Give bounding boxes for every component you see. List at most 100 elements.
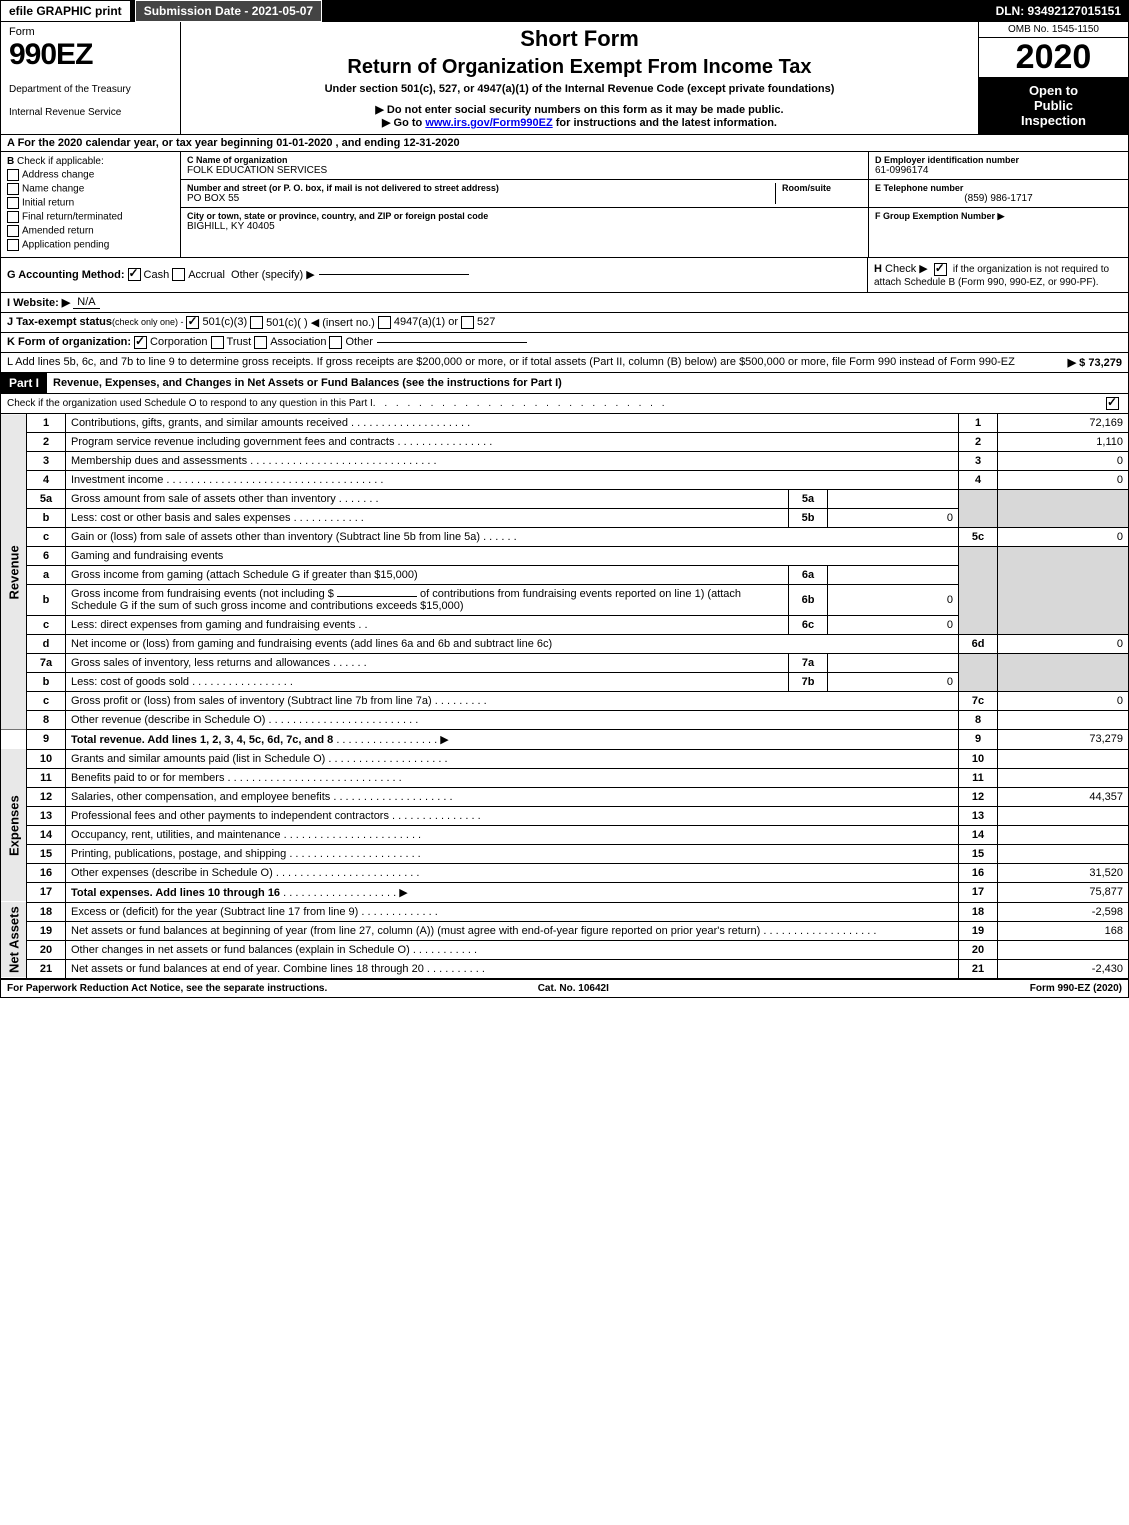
checkbox-other-org[interactable]: [329, 336, 342, 349]
l-text: L Add lines 5b, 6c, and 7b to line 9 to …: [7, 356, 1015, 368]
top-bar: efile GRAPHIC print Submission Date - 20…: [0, 0, 1129, 22]
l7c-val: 0: [998, 691, 1129, 710]
l18-ln: 18: [959, 902, 998, 921]
l6d-num: d: [27, 634, 66, 653]
opt-initial-return: Initial return: [22, 198, 74, 209]
group-exemption-label: F Group Exemption Number ▶: [875, 211, 1122, 222]
checkbox-amended[interactable]: [7, 225, 19, 237]
section-b: B Check if applicable: Address change Na…: [1, 152, 181, 257]
dots: . . . . . . . . . . . . . . . . . . . . …: [273, 867, 420, 879]
city-label: City or town, state or province, country…: [187, 211, 862, 221]
l7b-desc: Less: cost of goods sold: [71, 676, 189, 688]
l7a-sub: 7a: [789, 653, 828, 672]
inspection: Inspection: [983, 113, 1124, 128]
l1-num: 1: [27, 414, 66, 433]
goto-prefix: ▶ Go to: [382, 117, 425, 129]
l5b-desc: Less: cost or other basis and sales expe…: [71, 512, 291, 524]
l18-desc: Excess or (deficit) for the year (Subtra…: [71, 906, 358, 918]
checkbox-cash[interactable]: [128, 268, 141, 281]
checkbox-schedule-o[interactable]: [1106, 397, 1119, 410]
l7b-sub: 7b: [789, 672, 828, 691]
lines-table: Revenue 1 Contributions, gifts, grants, …: [0, 414, 1129, 979]
checkbox-address-change[interactable]: [7, 169, 19, 181]
checkbox-pending[interactable]: [7, 239, 19, 251]
checkbox-501c3[interactable]: [186, 316, 199, 329]
l13-num: 13: [27, 806, 66, 825]
open-to: Open to: [983, 83, 1124, 98]
l6a-subval: [828, 565, 959, 584]
public: Public: [983, 98, 1124, 113]
section-c: C Name of organization FOLK EDUCATION SE…: [181, 152, 868, 257]
l12-desc: Salaries, other compensation, and employ…: [71, 791, 330, 803]
l14-num: 14: [27, 825, 66, 844]
side-expenses: Expenses: [1, 749, 27, 902]
checkbox-accrual[interactable]: [172, 268, 185, 281]
form-number: 990EZ: [9, 38, 172, 72]
dots: . . . . . .: [330, 657, 367, 669]
checkbox-final-return[interactable]: [7, 211, 19, 223]
section-def: D Employer identification number 61-0996…: [868, 152, 1128, 257]
l7a-subval: [828, 653, 959, 672]
side-revenue: Revenue: [1, 414, 27, 730]
l5a-sub: 5a: [789, 489, 828, 508]
checkbox-h[interactable]: [934, 263, 947, 276]
l18-val: -2,598: [998, 902, 1129, 921]
dots: . . . . . . . . . . . . . . . . . . . .: [325, 753, 447, 765]
part-i-check-text: Check if the organization used Schedule …: [7, 398, 373, 409]
gray-cell: [998, 489, 1129, 527]
checkbox-name-change[interactable]: [7, 183, 19, 195]
l1-ln: 1: [959, 414, 998, 433]
checkbox-assoc[interactable]: [254, 336, 267, 349]
l6b-subval: 0: [828, 584, 959, 615]
other-org-line[interactable]: [377, 342, 527, 343]
l6b-blank[interactable]: [337, 596, 417, 597]
dots: . . . . . . . . . . . . . . . . . . . . …: [247, 455, 436, 467]
dln-number: DLN: 93492127015151: [988, 1, 1129, 21]
other-specify-line[interactable]: [319, 274, 469, 275]
l6d-ln: 6d: [959, 634, 998, 653]
j-sub: (check only one) -: [112, 317, 184, 327]
org-info-grid: B Check if applicable: Address change Na…: [0, 152, 1129, 258]
goto-suffix: for instructions and the latest informat…: [553, 117, 777, 129]
opt-pending: Application pending: [22, 240, 109, 251]
l2-num: 2: [27, 432, 66, 451]
checkbox-trust[interactable]: [211, 336, 224, 349]
instructions-link-row: ▶ Go to www.irs.gov/Form990EZ for instru…: [189, 116, 970, 129]
checkbox-corp[interactable]: [134, 336, 147, 349]
l12-num: 12: [27, 787, 66, 806]
short-form-label: Short Form: [189, 26, 970, 52]
irs-link[interactable]: www.irs.gov/Form990EZ: [425, 117, 552, 129]
gray-cell: [959, 489, 998, 527]
opt-527: 527: [477, 316, 495, 328]
dots: . . . . . . . . . . . . . . . . . . . .: [330, 791, 452, 803]
h-check-text: Check ▶: [885, 263, 928, 275]
dots: . . . . . . . . . . . . . . .: [389, 810, 481, 822]
l14-val: [998, 825, 1129, 844]
section-j: J Tax-exempt status (check only one) - 5…: [0, 313, 1129, 333]
checkbox-527[interactable]: [461, 316, 474, 329]
checkbox-4947[interactable]: [378, 316, 391, 329]
phone-label: E Telephone number: [875, 183, 1122, 193]
checkbox-501c[interactable]: [250, 316, 263, 329]
dots: . . . . . . . . . . . . . . . .: [394, 436, 492, 448]
form-header: Form 990EZ Department of the Treasury In…: [0, 22, 1129, 135]
l12-val: 44,357: [998, 787, 1129, 806]
ein-value: 61-0996174: [875, 165, 1122, 176]
footer-center: Cat. No. 10642I: [538, 983, 609, 994]
l21-val: -2,430: [998, 959, 1129, 978]
l14-ln: 14: [959, 825, 998, 844]
l1-val: 72,169: [998, 414, 1129, 433]
part-i-label: Part I: [1, 373, 47, 393]
dots: . . . . . . . . . . . . . . . . . . . . …: [286, 848, 420, 860]
l4-desc: Investment income: [71, 474, 163, 486]
l7c-desc: Gross profit or (loss) from sales of inv…: [71, 695, 432, 707]
l8-val: [998, 710, 1129, 729]
l5c-num: c: [27, 527, 66, 546]
checkbox-initial-return[interactable]: [7, 197, 19, 209]
l5a-desc: Gross amount from sale of assets other t…: [71, 493, 336, 505]
opt-address-change: Address change: [22, 170, 94, 181]
l6d-val: 0: [998, 634, 1129, 653]
open-public-box: Open to Public Inspection: [979, 77, 1128, 134]
part-i-checkrow: Check if the organization used Schedule …: [0, 394, 1129, 414]
l10-desc: Grants and similar amounts paid (list in…: [71, 753, 325, 765]
